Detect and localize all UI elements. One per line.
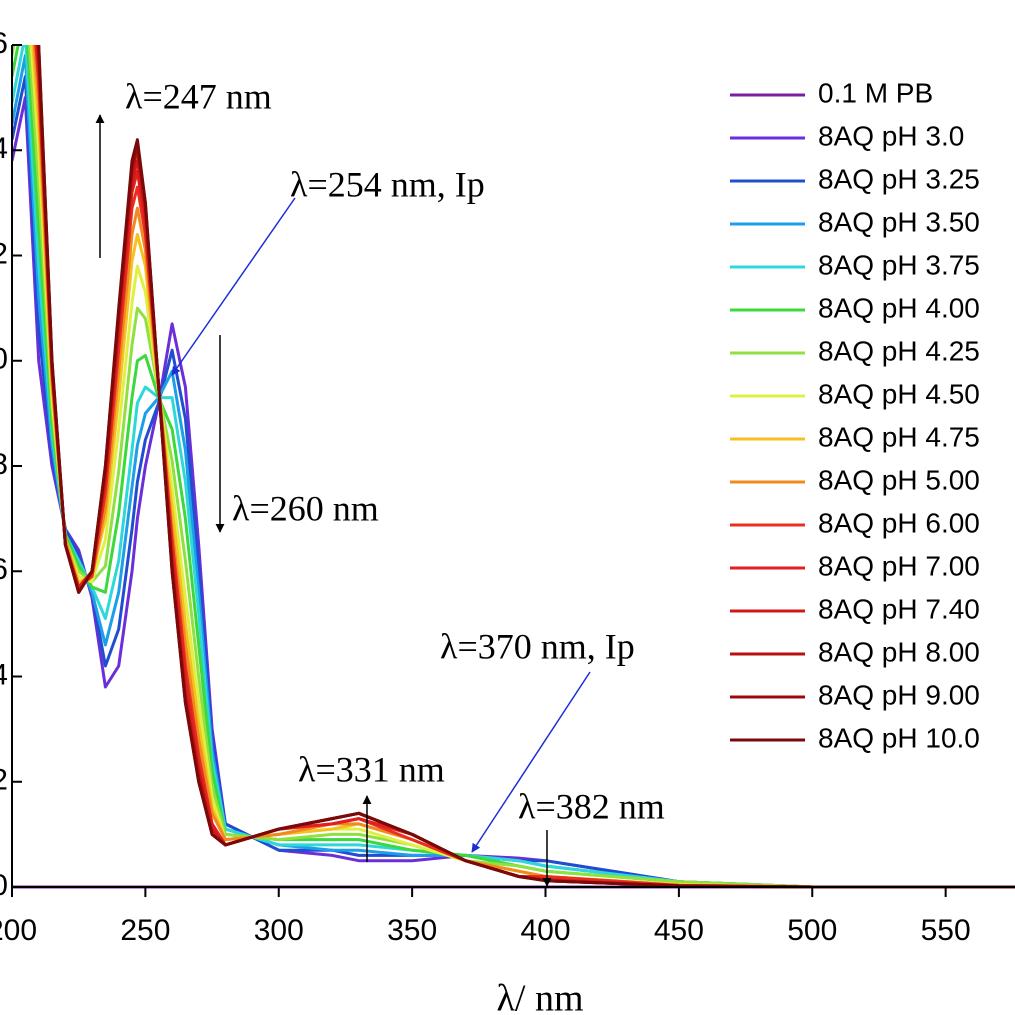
annotation: λ=382 nm [518, 786, 665, 826]
x-tick-label: 250 [120, 914, 170, 947]
x-tick-label: 550 [921, 914, 971, 947]
legend-label: 8AQ pH 3.50 [818, 206, 980, 237]
y-tick-label: 0.4 [0, 658, 8, 691]
x-tick-label: 350 [387, 914, 437, 947]
legend-label: 8AQ pH 3.0 [818, 120, 964, 151]
y-tick-label: 1.4 [0, 132, 8, 165]
arrow [471, 671, 591, 853]
x-tick-label: 300 [254, 914, 304, 947]
y-tick-label: 0.2 [0, 764, 8, 797]
y-tick-label: 0.8 [0, 448, 8, 481]
legend-label: 8AQ pH 10.0 [818, 722, 980, 753]
legend-label: 8AQ pH 7.40 [818, 593, 980, 624]
y-tick-label: 1.6 [0, 27, 8, 60]
series-line [37, 45, 1015, 889]
legend-label: 8AQ pH 4.75 [818, 421, 980, 452]
x-tick-label: 450 [654, 914, 704, 947]
annotation: λ=260 nm [232, 488, 379, 528]
annotation: λ=331 nm [298, 749, 445, 789]
annotation: λ=254 nm, Ip [290, 164, 485, 204]
legend-label: 8AQ pH 3.75 [818, 249, 980, 280]
x-tick-label: 400 [520, 914, 570, 947]
annotation: λ=247 nm [125, 76, 272, 116]
legend-label: 8AQ pH 4.25 [818, 335, 980, 366]
legend-label: 8AQ pH 9.00 [818, 679, 980, 710]
series-line [12, 45, 1015, 889]
legend-label: 8AQ pH 4.50 [818, 378, 980, 409]
legend-label: 8AQ pH 3.25 [818, 163, 980, 194]
y-tick-label: 0.0 [0, 869, 8, 902]
legend-label: 8AQ pH 4.00 [818, 292, 980, 323]
y-tick-label: 1.0 [0, 343, 8, 376]
series-line [12, 45, 1015, 889]
arrow [171, 197, 296, 376]
legend-label: 0.1 M PB [818, 77, 933, 108]
annotation: λ=370 nm, Ip [440, 626, 635, 666]
x-tick-label: 200 [0, 914, 37, 947]
plot-area [12, 45, 1015, 889]
legend-label: 8AQ pH 7.00 [818, 550, 980, 581]
x-axis-label: λ/ nm [496, 978, 583, 1015]
legend-label: 8AQ pH 6.00 [818, 507, 980, 538]
y-tick-label: 0.6 [0, 553, 8, 586]
legend-label: 8AQ pH 8.00 [818, 636, 980, 667]
y-tick-label: 1.2 [0, 237, 8, 270]
legend-label: 8AQ pH 5.00 [818, 464, 980, 495]
x-tick-label: 500 [787, 914, 837, 947]
